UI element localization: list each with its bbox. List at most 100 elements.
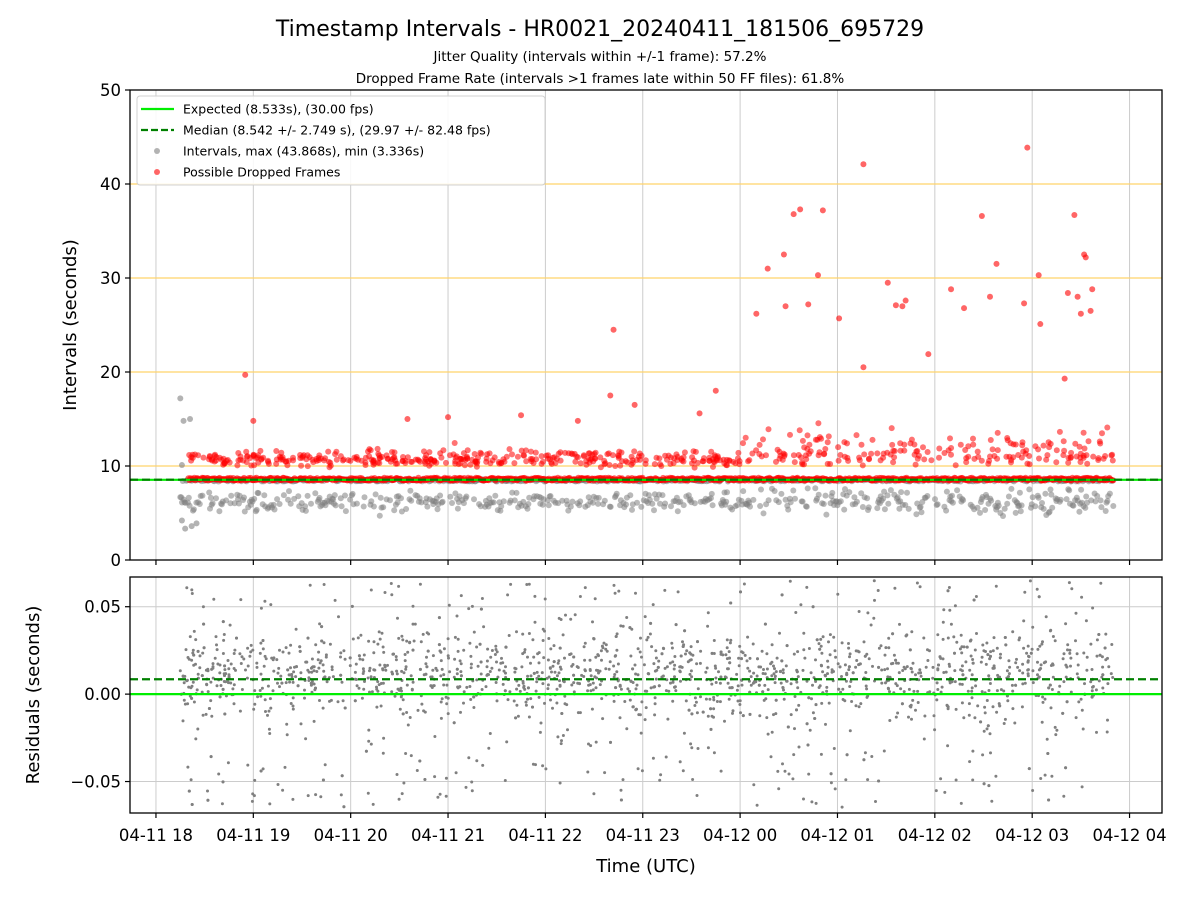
dropped-frame-point	[753, 310, 760, 317]
residual-point	[298, 649, 302, 653]
dropped-frame-point	[837, 452, 844, 458]
residual-point	[673, 663, 677, 667]
residual-point	[533, 620, 537, 624]
interval-point	[403, 506, 410, 512]
residual-point	[529, 697, 533, 701]
residual-point	[953, 680, 957, 684]
residual-point	[883, 668, 887, 672]
residual-point	[888, 719, 892, 722]
residual-point	[1109, 672, 1113, 676]
residual-point	[974, 684, 978, 688]
dropped-frame-point	[309, 456, 316, 463]
residual-point	[1026, 644, 1030, 648]
residual-point	[902, 665, 906, 669]
residual-point	[377, 630, 381, 634]
residual-point	[811, 605, 815, 609]
residual-point	[867, 657, 871, 661]
residual-point	[634, 591, 637, 595]
residual-point	[779, 681, 783, 685]
dropped-frame-point	[455, 461, 462, 468]
dropped-frame-point	[952, 462, 959, 469]
residual-point	[1020, 705, 1024, 709]
x-tick-label: 04-11 18	[119, 826, 193, 845]
interval-point	[331, 492, 338, 499]
dropped-frame-point	[912, 461, 919, 468]
residual-point	[209, 680, 213, 684]
dropped-frame-point	[1082, 254, 1089, 261]
residual-point	[339, 655, 342, 659]
residual-point	[818, 647, 822, 651]
residual-point	[342, 805, 346, 809]
dropped-frame-point	[880, 450, 887, 457]
residual-point	[453, 657, 457, 661]
interval-point	[186, 502, 193, 509]
residual-point	[935, 681, 939, 685]
dropped-frame-point	[889, 441, 896, 448]
x-tick-label: 04-12 01	[800, 826, 874, 845]
residual-point	[872, 579, 876, 583]
residual-point	[854, 704, 858, 708]
residual-point	[679, 665, 683, 669]
residual-point	[988, 732, 992, 736]
residual-point	[1044, 660, 1048, 664]
residual-point	[537, 661, 541, 665]
residual-point	[803, 656, 807, 660]
interval-point	[913, 511, 920, 518]
residual-point	[547, 637, 551, 640]
residual-point	[221, 780, 225, 784]
residual-point	[541, 682, 545, 686]
interval-point	[360, 503, 367, 510]
interval-point	[213, 495, 219, 502]
residual-point	[540, 671, 544, 675]
dropped-frame-point	[825, 433, 832, 440]
residual-point	[228, 623, 232, 627]
residual-point	[1055, 728, 1059, 732]
residual-point	[527, 715, 531, 719]
residual-point	[314, 793, 318, 797]
residual-point	[248, 654, 252, 658]
residual-point	[840, 641, 844, 645]
residual-point	[343, 657, 347, 661]
residual-point	[653, 702, 657, 706]
residual-point	[211, 676, 215, 680]
residual-point	[563, 694, 567, 698]
residual-point	[196, 649, 200, 653]
residual-point	[902, 690, 906, 694]
interval-point	[1104, 498, 1111, 504]
residual-point	[763, 672, 767, 676]
interval-point	[394, 499, 401, 506]
residual-point	[820, 664, 823, 668]
dropped-frame-point	[989, 446, 996, 453]
residual-point	[415, 769, 419, 772]
residual-point	[1095, 730, 1098, 734]
residual-point	[218, 671, 222, 675]
residual-point	[518, 689, 522, 693]
top-y-axis-label: Intervals (seconds)	[60, 239, 81, 411]
dropped-frame-point	[835, 457, 842, 464]
residual-point	[590, 707, 594, 711]
residual-point	[287, 673, 291, 677]
residual-point	[814, 680, 818, 683]
residual-point	[865, 687, 869, 691]
residual-point	[982, 649, 986, 653]
residual-point	[479, 607, 483, 611]
residual-point	[653, 713, 657, 717]
residual-point	[1022, 646, 1026, 650]
interval-point	[377, 494, 384, 501]
residual-point	[264, 710, 267, 713]
residual-point	[221, 687, 225, 691]
dropped-frame-point	[884, 279, 891, 286]
residual-point	[452, 675, 456, 679]
dropped-frame-point	[1061, 375, 1068, 382]
residual-point	[494, 681, 498, 684]
residual-point	[806, 743, 810, 747]
residual-point	[607, 667, 611, 671]
residual-point	[882, 749, 886, 753]
residual-point	[184, 648, 188, 652]
interval-point	[804, 485, 811, 492]
residual-point	[947, 586, 951, 589]
residual-point	[550, 670, 553, 674]
residual-point	[536, 652, 540, 656]
residual-point	[618, 684, 622, 688]
residual-point	[1003, 636, 1007, 639]
